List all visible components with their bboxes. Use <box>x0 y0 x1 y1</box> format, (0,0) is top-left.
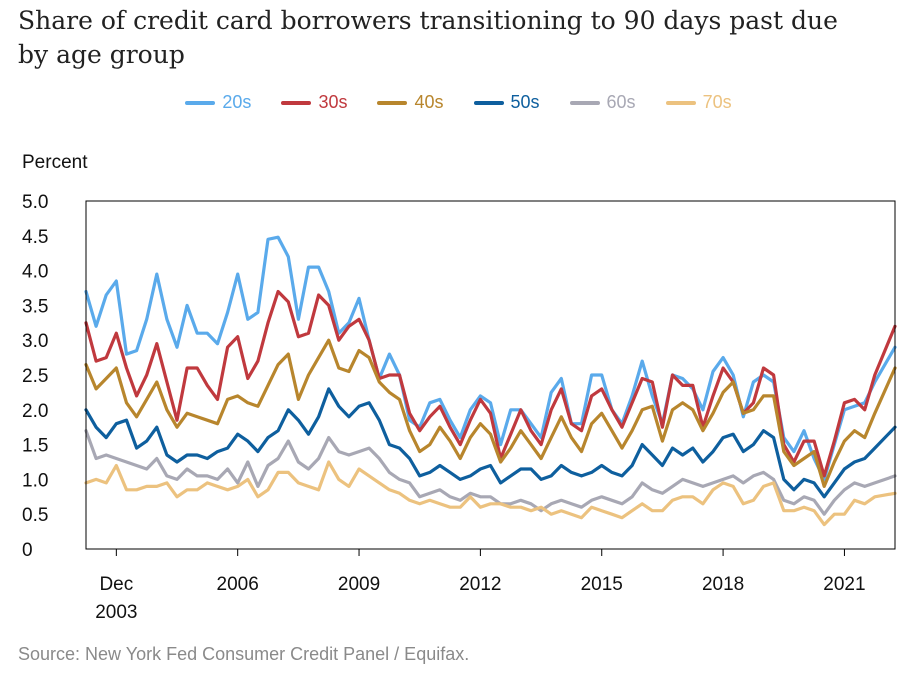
chart-title-line-1: Share of credit card borrowers transitio… <box>18 6 838 35</box>
legend-label: 70s <box>702 92 732 112</box>
x-tick-label: 2015 <box>581 574 623 595</box>
series-line-30s <box>84 289 897 478</box>
legend: 20s 30s 40s 50s 60s 70s <box>0 92 917 113</box>
y-tick-label: 1.0 <box>22 470 48 491</box>
line-chart: Percent 0 0.5 1.0 1.5 2.0 2.5 3.0 3.5 4.0 4.5 5.0 De… <box>22 152 897 623</box>
chart-title: Share of credit card borrowers transitio… <box>18 4 898 72</box>
y-tick-label: 2.5 <box>22 366 48 387</box>
legend-label: 20s <box>222 92 252 112</box>
y-tick-label: 3.5 <box>22 296 48 317</box>
legend-swatch <box>185 100 216 105</box>
y-tick-label: 5.0 <box>22 192 48 213</box>
legend-label: 40s <box>414 92 444 112</box>
legend-swatch <box>377 100 408 105</box>
x-tick-label: 2018 <box>702 574 744 595</box>
x-tick-label: 2021 <box>823 574 865 595</box>
legend-label: 30s <box>318 92 348 112</box>
chart-title-line-2: by age group <box>18 40 185 69</box>
legend-item-70s: 70s <box>665 92 732 113</box>
y-tick-label: 3.0 <box>22 331 48 352</box>
series-line-50s <box>84 387 897 499</box>
y-tick-label: 0 <box>22 540 33 561</box>
y-tick-label: 0.5 <box>22 505 48 526</box>
legend-swatch <box>281 100 312 105</box>
series-line-40s <box>84 338 897 488</box>
series-line-60s <box>84 429 897 516</box>
legend-swatch <box>569 100 600 105</box>
legend-swatch <box>665 100 696 105</box>
x-tick-label: 2012 <box>459 574 501 595</box>
legend-label: 60s <box>606 92 636 112</box>
legend-item-40s: 40s <box>377 92 444 113</box>
y-tick-label: 2.0 <box>22 401 48 422</box>
y-tick-label: 4.0 <box>22 262 48 283</box>
x-tick-label: Dec <box>99 574 133 595</box>
plot-frame <box>85 200 896 550</box>
legend-item-30s: 30s <box>281 92 347 113</box>
legend-swatch <box>473 100 504 105</box>
y-axis-label: Percent <box>22 152 88 173</box>
x-tick-label: 2006 <box>217 574 259 595</box>
y-tick-label: 1.5 <box>22 436 48 457</box>
legend-item-60s: 60s <box>569 92 636 113</box>
x-tick-label: 2009 <box>338 574 380 595</box>
legend-label: 50s <box>510 92 540 112</box>
series-line-20s <box>84 235 897 481</box>
source-note: Source: New York Fed Consumer Credit Pan… <box>18 644 470 664</box>
y-tick-label: 4.5 <box>22 227 48 248</box>
x-tick-label-year: 2003 <box>95 602 137 623</box>
legend-item-20s: 20s <box>185 92 251 113</box>
series-line-70s <box>84 460 897 527</box>
legend-item-50s: 50s <box>473 92 540 113</box>
